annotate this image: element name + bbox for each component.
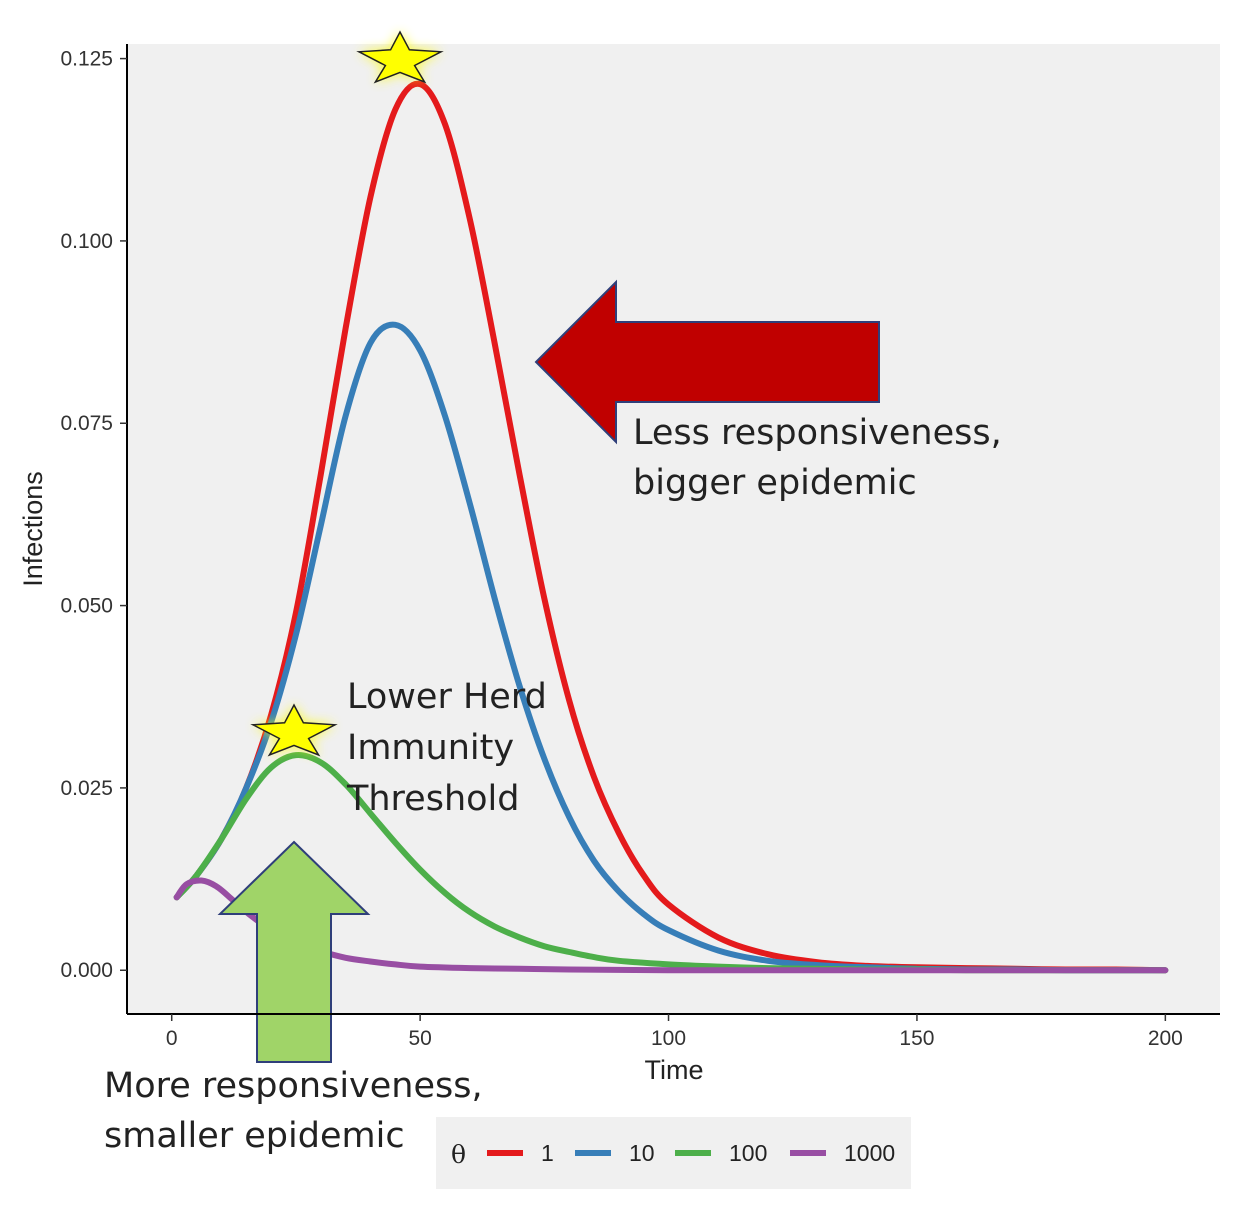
peak-star-icon: [356, 30, 444, 84]
x-tick-label: 150: [899, 1027, 934, 1050]
legend-label-100: 100: [729, 1140, 767, 1166]
legend-title: θ: [451, 1140, 466, 1169]
x-axis-title: Time: [645, 1055, 704, 1085]
x-tick-label: 100: [651, 1027, 686, 1050]
series-layer: [173, 80, 1169, 974]
y-tick-label: 0.075: [60, 412, 113, 435]
series-line-1000: [173, 877, 1169, 974]
legend: θ 1 10 100 1000: [436, 1117, 911, 1189]
y-ticks: 0.000 0.025 0.050 0.075 0.100 0.125: [60, 48, 127, 982]
threshold-star-icon: [250, 703, 338, 757]
more-responsiveness-arrow-icon: [217, 840, 371, 1063]
less-responsiveness-arrow-icon: [534, 279, 880, 445]
y-tick-label: 0.100: [60, 230, 113, 253]
y-tick-label: 0.025: [60, 777, 113, 800]
y-tick-label: 0.125: [60, 48, 113, 71]
y-axis-title: Infections: [18, 471, 48, 587]
x-tick-label: 0: [166, 1027, 178, 1050]
annotation-less-line2: bigger epidemic: [633, 463, 917, 503]
annotation-lower-line1: Lower Herd: [347, 677, 547, 717]
legend-label-1: 1: [541, 1140, 554, 1166]
y-tick-label: 0.000: [60, 959, 113, 982]
x-tick-label: 50: [408, 1027, 431, 1050]
annotation-less-line1: Less responsiveness,: [633, 413, 1002, 453]
y-tick-label: 0.050: [60, 595, 113, 618]
annotation-lower-line2: Immunity: [347, 728, 514, 768]
legend-label-10: 10: [629, 1140, 655, 1166]
annotation-lower-line3: Threshold: [346, 779, 520, 819]
legend-items: 1 10 100 1000: [487, 1140, 895, 1166]
x-ticks: 0 50 100 150 200: [166, 1014, 1183, 1050]
annotation-more-line1: More responsiveness,: [104, 1066, 483, 1106]
x-tick-label: 200: [1148, 1027, 1183, 1050]
annotation-more-line2: smaller epidemic: [104, 1116, 405, 1156]
legend-label-1000: 1000: [844, 1140, 895, 1166]
